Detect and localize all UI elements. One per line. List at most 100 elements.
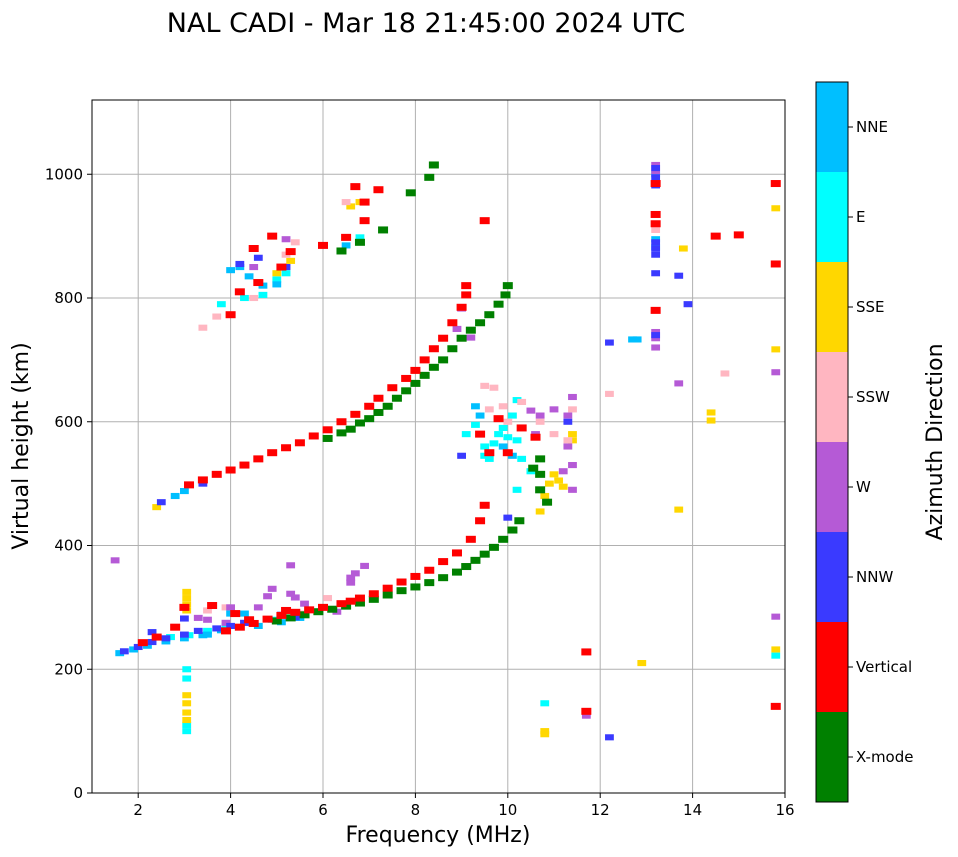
echo-point-vertical [225, 466, 236, 474]
echo-point-vertical [253, 279, 264, 287]
echo-point-nne [226, 267, 235, 274]
echo-point-nnw [457, 452, 466, 459]
colorbar-tick-label: SSE [856, 298, 885, 316]
echo-point-vertical [318, 241, 328, 249]
y-tick-label: 400 [54, 537, 83, 555]
colorbar-tick-label: Vertical [856, 658, 912, 676]
echo-point-e [489, 440, 499, 447]
echo-point-x-mode [327, 605, 338, 613]
echo-point-nne [628, 336, 637, 343]
colorbar-label: Azimuth Direction [923, 343, 948, 540]
echo-point-w [452, 325, 462, 332]
colorbar-tick-label: W [856, 478, 871, 496]
echo-point-nne [651, 171, 661, 178]
echo-point-vertical [410, 366, 421, 374]
echo-point-sse [286, 257, 296, 264]
echo-point-vertical [465, 535, 476, 543]
echo-point-nnw [651, 245, 661, 252]
echo-point-vertical [581, 648, 592, 656]
echo-point-x-mode [428, 363, 439, 371]
echo-point-ssw [517, 398, 527, 405]
echo-point-ssw [535, 418, 545, 425]
echo-point-vertical [373, 186, 384, 194]
echo-point-w [300, 600, 309, 607]
echo-point-sse [771, 646, 781, 653]
echo-point-vertical [770, 180, 781, 188]
echo-point-vertical [359, 198, 370, 206]
echo-point-e [517, 455, 527, 462]
echo-point-x-mode [391, 394, 402, 402]
grid [92, 100, 786, 794]
echo-point-w [290, 594, 300, 601]
echo-point-x-mode [465, 326, 476, 334]
echo-point-w [651, 168, 661, 175]
echo-point-x-mode [493, 300, 504, 308]
echo-point-w [651, 335, 661, 342]
echo-point-ssw [651, 226, 661, 233]
echo-point-w [674, 380, 684, 387]
echo-point-e [512, 397, 522, 404]
echo-point-vertical [770, 260, 781, 268]
echo-point-x-mode [373, 408, 384, 416]
echo-point-vertical [341, 233, 352, 241]
echo-point-w [651, 161, 661, 169]
echo-point-vertical [364, 402, 375, 410]
echo-point-w [350, 570, 360, 577]
echo-point-e [184, 632, 194, 639]
echo-point-vertical [461, 282, 472, 290]
x-tick-label: 4 [226, 801, 236, 819]
colorbar: X-mode Vertical NNW W SSW SSE E NNE [815, 81, 913, 803]
echo-point-ssw [203, 607, 212, 614]
echo-point-nnw [212, 625, 222, 632]
echo-point-vertical [239, 461, 250, 469]
echo-point-vertical [650, 306, 661, 314]
echo-point-vertical [479, 217, 490, 225]
echo-point-vertical [308, 432, 319, 440]
echo-point-vertical [350, 410, 361, 418]
echo-point-w [535, 412, 545, 419]
echo-point-vertical [253, 455, 264, 463]
echo-point-w [286, 562, 296, 569]
echo-point-vertical [304, 606, 315, 614]
echo-point-nne [272, 281, 282, 288]
echo-point-x-mode [405, 189, 416, 197]
echo-point-x-mode [424, 579, 435, 587]
echo-point-vertical [581, 707, 592, 715]
echo-point-x-mode [535, 470, 546, 478]
echo-point-x-mode [401, 387, 412, 395]
echo-point-w [568, 462, 577, 469]
chart-title: NAL CADI - Mar 18 21:45:00 2024 UTC [167, 8, 685, 39]
echo-point-w [563, 412, 573, 419]
echo-point-nnw [198, 480, 208, 487]
echo-point-x-mode [322, 434, 333, 442]
echo-point-nnw [651, 332, 661, 339]
echo-point-vertical [461, 291, 472, 299]
echo-point-vertical [424, 566, 435, 574]
echo-point-sse [544, 480, 554, 487]
echo-point-vertical [137, 639, 148, 647]
echo-point-e [221, 622, 231, 629]
echo-point-nnw [180, 631, 189, 638]
echo-point-nne [161, 638, 171, 645]
echo-point-vertical [493, 415, 504, 423]
y-tick-label: 0 [73, 784, 83, 802]
echo-point-x-mode [396, 587, 407, 595]
echo-point-nnw [133, 643, 143, 651]
echo-point-e [258, 291, 268, 298]
echo-point-ssw [484, 406, 494, 413]
echo-point-nne [235, 264, 245, 271]
colorbar-segment [816, 352, 848, 442]
echo-point-e [182, 666, 192, 673]
echo-point-w [558, 468, 568, 475]
echo-point-vertical [336, 418, 347, 426]
echo-point-e [203, 627, 212, 634]
echo-point-nnw [161, 635, 171, 642]
echo-point-x-mode [364, 415, 375, 423]
echo-point-vertical [281, 606, 292, 614]
echo-point-vertical [211, 470, 222, 478]
echo-point-nnw [119, 648, 129, 655]
echo-point-vertical [322, 426, 333, 434]
echo-point-x-mode [438, 574, 449, 582]
echo-point-vertical [451, 549, 462, 557]
